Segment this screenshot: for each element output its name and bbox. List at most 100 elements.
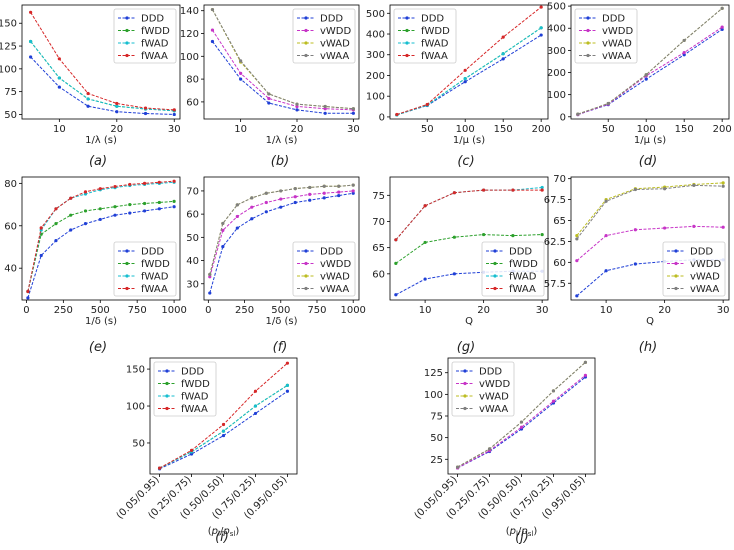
y-tick-label: 75 (4, 87, 17, 98)
x-tick-label: 100 (637, 124, 656, 135)
y-tick-label: 150 (126, 365, 145, 376)
data-point-fwdd (113, 205, 117, 209)
data-point-fwdd (69, 213, 73, 217)
legend-marker-ddd (304, 249, 308, 253)
data-point-vwdd (210, 28, 215, 32)
legend-box (292, 241, 356, 297)
legend-box (292, 8, 356, 64)
y-tick-label: 50 (186, 233, 199, 244)
x-tick-label: 150 (675, 124, 694, 135)
data-point-vwaa (221, 221, 225, 226)
x-tick-label: 30 (536, 305, 549, 316)
y-tick-label: 100 (0, 64, 17, 75)
x-tick-label: 20 (477, 305, 490, 316)
y-tick-label: 60 (372, 269, 385, 280)
x-tick-label: 1000 (161, 305, 186, 316)
data-point-ddd (54, 239, 58, 243)
data-point-vwaa (235, 203, 239, 207)
data-point-ddd (210, 39, 215, 44)
data-point-vwdd (583, 373, 588, 377)
legend-marker-ddd (493, 249, 497, 253)
plot-frame (389, 176, 549, 301)
data-point-fwaa (115, 101, 119, 106)
y-tick-label: 25 (430, 455, 443, 466)
data-point-fwad (539, 26, 543, 30)
data-point-vwaa (576, 112, 580, 116)
data-point-vwaa (604, 199, 608, 203)
data-point-ddd (351, 191, 355, 195)
data-point-vwaa (239, 59, 243, 63)
data-point-vwaa (720, 6, 724, 10)
data-point-fwdd (54, 222, 58, 226)
data-point-vwdd (633, 228, 637, 232)
legend-marker-vwdd (586, 28, 590, 33)
data-point-ddd (235, 226, 239, 230)
y-tick-label: 60 (186, 210, 199, 221)
legend-marker-vwad (304, 41, 308, 45)
plot-frame (21, 176, 181, 301)
data-point-fwaa (539, 5, 543, 9)
series-line-vwdd (209, 190, 354, 277)
legend-marker-ddd (125, 249, 129, 253)
data-point-ddd (157, 207, 161, 211)
data-point-fwdd (482, 232, 486, 237)
data-point-fwaa (172, 179, 176, 183)
data-point-vwaa (583, 360, 588, 364)
legend-label-ddd: DDD (690, 247, 713, 258)
y-tick-label: 80 (4, 179, 17, 190)
data-point-fwaa (285, 361, 290, 365)
data-point-fwad (285, 383, 290, 387)
data-point-vwdd (208, 275, 212, 279)
data-point-vwdd (295, 104, 299, 109)
legend-label-vwaa: vWAA (602, 51, 631, 62)
data-point-ddd (633, 262, 637, 266)
legend-marker-vwdd (304, 261, 308, 266)
y-tick-label: 300 (366, 50, 385, 61)
legend-marker-ddd (405, 16, 409, 20)
x-axis-label: Q (465, 316, 473, 327)
panel-caption: (d) (639, 154, 657, 169)
data-point-fwdd (98, 207, 102, 211)
data-point-fwdd (172, 199, 176, 203)
data-point-vwdd (682, 50, 686, 55)
data-point-fwaa (113, 184, 117, 189)
panel-caption: (c) (457, 154, 474, 169)
data-point-fwaa (26, 289, 30, 294)
data-point-vwdd (551, 399, 556, 403)
y-tick-label: 60 (186, 97, 199, 108)
y-tick-label: 125 (0, 42, 17, 53)
data-point-fwaa (69, 196, 73, 200)
data-point-vwaa (575, 237, 579, 241)
legend-label-ddd: DDD (141, 14, 164, 25)
data-point-vwaa (606, 101, 610, 106)
legend-marker-vwaa (674, 286, 678, 291)
data-point-vwdd (250, 205, 254, 209)
data-point-vwdd (235, 214, 239, 219)
legend-marker-fwdd (493, 261, 497, 266)
data-point-vwdd (322, 191, 326, 195)
data-point-ddd (39, 253, 43, 258)
legend-label-ddd: DDD (181, 367, 204, 378)
data-point-fwdd (83, 209, 88, 213)
legend-label-fwaa: fWAA (141, 284, 168, 295)
y-tick-label: 70 (186, 186, 199, 197)
legend-box (662, 241, 726, 297)
data-point-vwaa (208, 272, 212, 277)
legend-marker-ddd (463, 369, 467, 373)
data-point-fwaa (394, 238, 398, 242)
data-point-vwdd (351, 189, 355, 193)
series-line-fwdd (395, 234, 543, 264)
panel-caption: (f) (273, 340, 288, 355)
data-point-fwaa (511, 188, 515, 192)
x-axis-label: 1/μ (s) (634, 135, 666, 146)
panel-caption: (j) (515, 530, 529, 545)
legend-label-fwad: fWAD (141, 39, 169, 50)
legend-label-vwad: vWAD (320, 272, 350, 283)
y-tick-label: 120 (180, 29, 199, 40)
data-point-ddd (295, 108, 299, 112)
